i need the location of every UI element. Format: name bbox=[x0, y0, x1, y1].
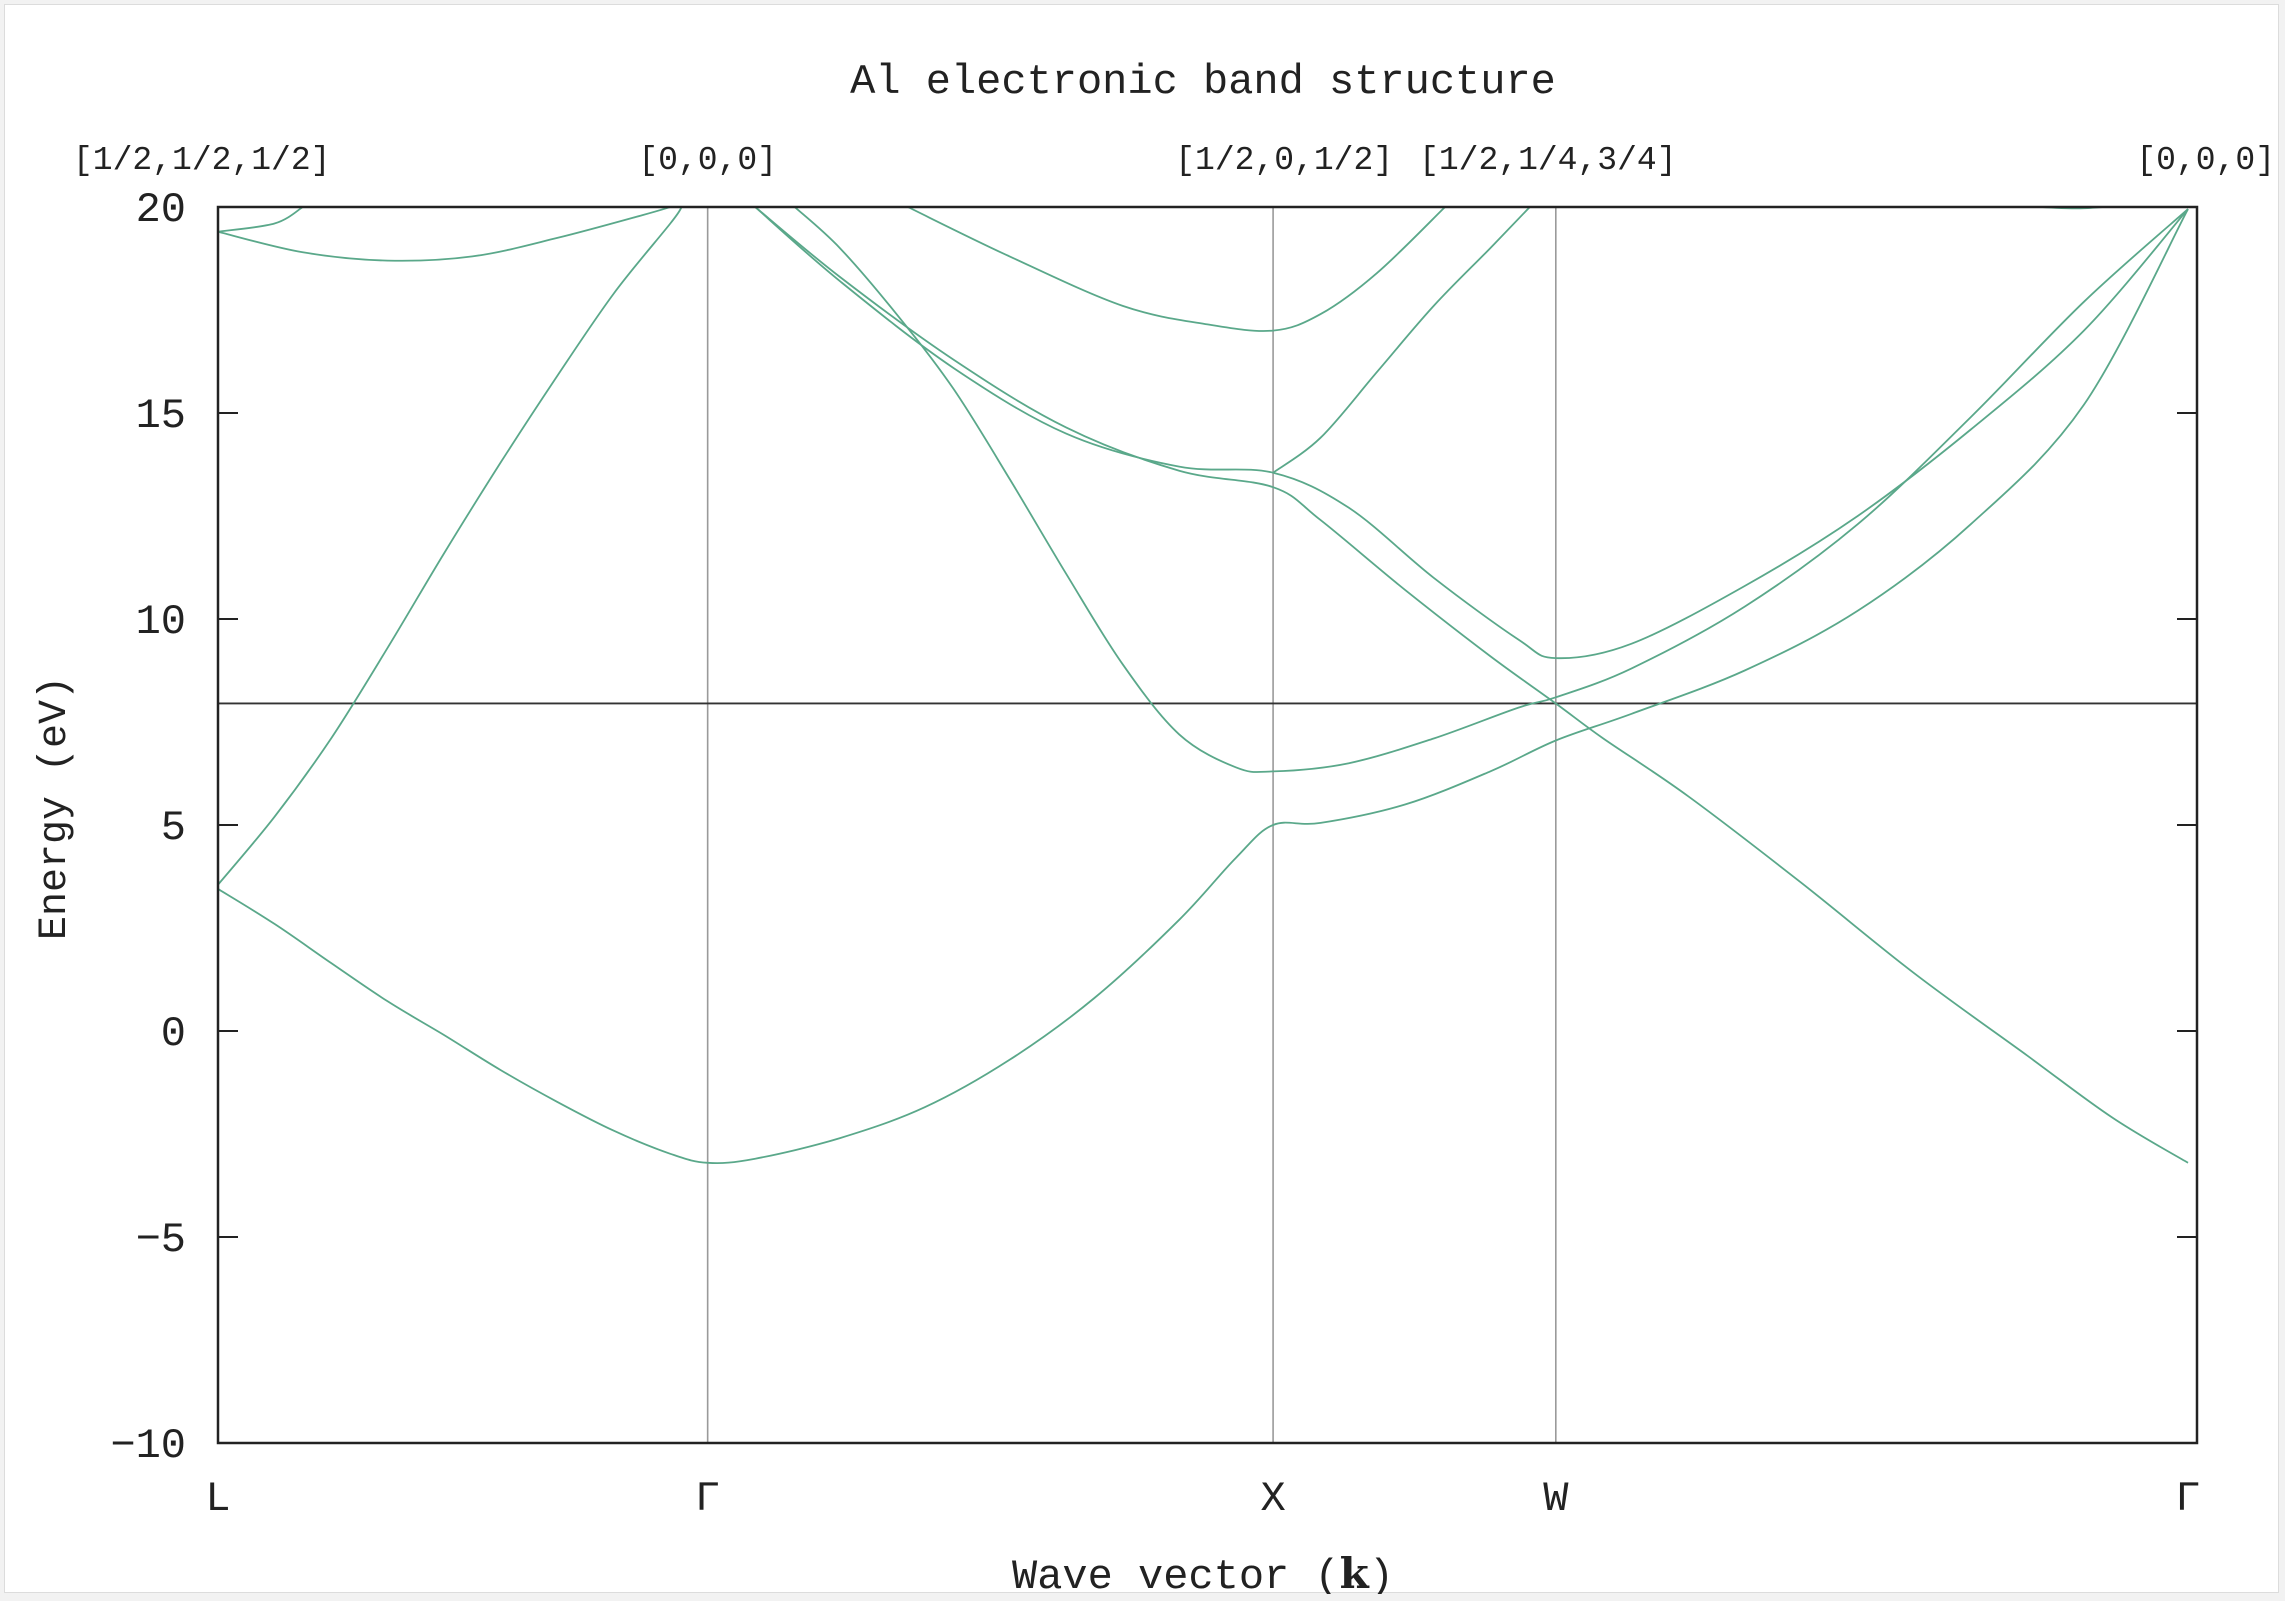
xtick-label: X bbox=[1260, 1475, 1285, 1523]
ytick-label: −10 bbox=[110, 1422, 186, 1470]
xtick-label: L bbox=[205, 1475, 230, 1523]
kpoint-coord-label: [1/2,1/4,3/4] bbox=[1419, 142, 1676, 179]
band-line-1 bbox=[218, 208, 2189, 1165]
xtick-label: Γ bbox=[2175, 1475, 2200, 1523]
ytick-label: 10 bbox=[136, 598, 186, 646]
band-line-9 bbox=[218, 207, 671, 262]
chart-frame: Al electronic band structure [1/2,1/2,1/… bbox=[4, 4, 2279, 1594]
kpoint-coord-label: [1/2,1/2,1/2] bbox=[73, 142, 330, 179]
ytick-label: 0 bbox=[161, 1010, 186, 1058]
high-symmetry-lines bbox=[706, 207, 1557, 1443]
x-axis-label: Wave vector (k) bbox=[1012, 1549, 1394, 1594]
x-axis-label-prefix: Wave vector ( bbox=[1012, 1553, 1340, 1594]
ytick-label: 20 bbox=[136, 186, 186, 234]
y-axis-label: Energy (eV) bbox=[33, 676, 78, 940]
xtick-label: Γ bbox=[695, 1475, 720, 1523]
kpoint-coordinate-labels: [1/2,1/2,1/2] [0,0,0] [1/2,0,1/2] [1/2,1/4,… bbox=[73, 142, 2275, 179]
kpoint-coord-label: [1/2,0,1/2] bbox=[1175, 142, 1393, 179]
chart-title: Al electronic band structure bbox=[850, 58, 1556, 106]
ytick-label: 5 bbox=[161, 804, 186, 852]
band-line-2 bbox=[218, 207, 683, 886]
plot-area-border bbox=[216, 205, 2199, 1445]
band-line-7 bbox=[907, 207, 1446, 332]
x-axis-label-suffix: ) bbox=[1369, 1553, 1394, 1594]
band-line-4 bbox=[754, 207, 2189, 1164]
band-line-8 bbox=[218, 207, 304, 233]
band-lines bbox=[218, 207, 2189, 1165]
kpoint-coord-label: [0,0,0] bbox=[2136, 142, 2275, 179]
ytick-label: −5 bbox=[136, 1216, 186, 1264]
xtick-label: W bbox=[1543, 1475, 1569, 1523]
band-line-3 bbox=[794, 207, 2189, 773]
kpoint-coord-label: [0,0,0] bbox=[638, 142, 777, 179]
y-axis-ticks: −10 −5 0 5 10 15 20 bbox=[110, 186, 2197, 1470]
band-structure-chart: Al electronic band structure [1/2,1/2,1/… bbox=[33, 58, 2275, 1594]
ytick-label: 15 bbox=[136, 392, 186, 440]
x-axis-label-symbol: k bbox=[1340, 1549, 1370, 1594]
band-line-6 bbox=[1272, 207, 1531, 474]
band-line-5 bbox=[754, 207, 2189, 660]
